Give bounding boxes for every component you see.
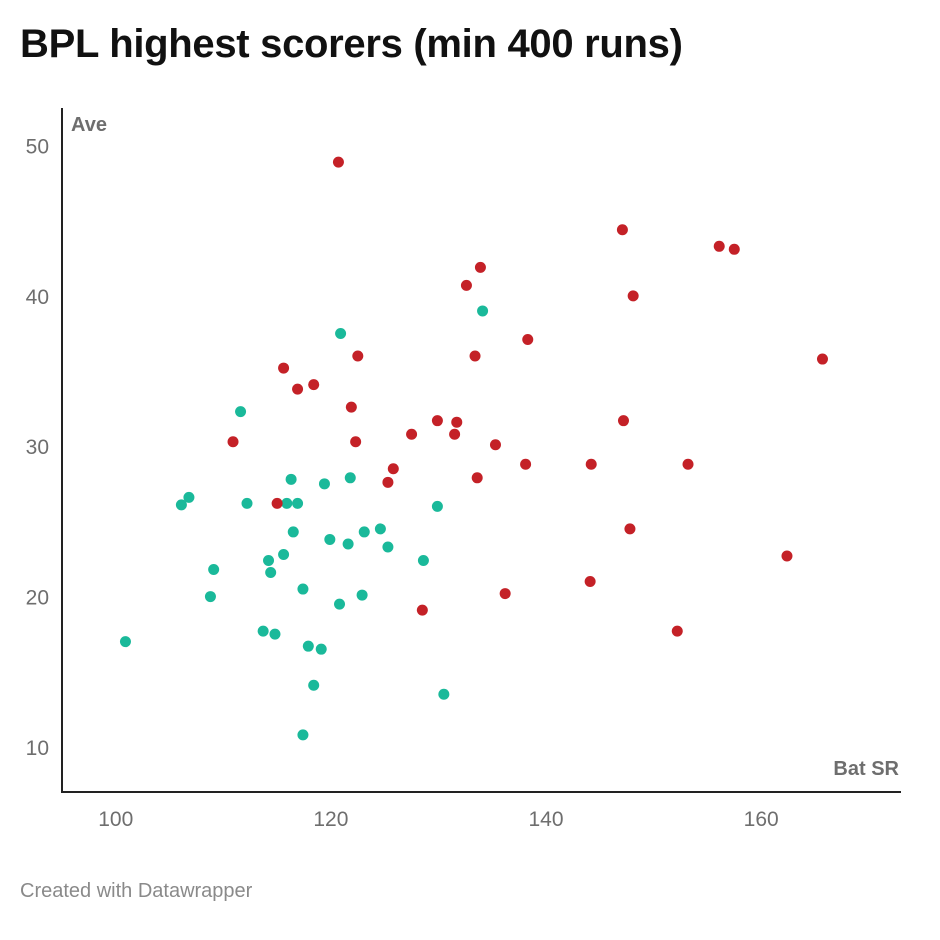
y-tick-label: 50: [26, 136, 49, 159]
scatter-point-red: [713, 240, 725, 252]
x-tick-labels: 100 120 140 160: [98, 808, 778, 831]
scatter-point-red: [469, 350, 481, 362]
x-axis-title: Bat SR: [833, 758, 899, 780]
scatter-point-teal: [263, 554, 275, 566]
scatter-point-red: [584, 576, 596, 588]
scatter-point-teal: [119, 636, 131, 648]
scatter-point-teal: [175, 499, 187, 511]
scatter-point-red: [345, 401, 357, 413]
scatter-point-red: [271, 497, 283, 509]
scatter-point-red: [292, 383, 304, 395]
scatter-point-red: [449, 428, 461, 440]
scatter-point-red: [728, 243, 740, 255]
scatter-point-teal: [183, 491, 195, 503]
scatter-point-red: [227, 436, 239, 448]
x-tick-label: 140: [529, 808, 564, 831]
y-tick-labels: 10 20 30 40 50: [26, 136, 49, 760]
scatter-chart: 100 120 140 160 10 20 30 40 50 Ave Bat SR: [26, 108, 901, 831]
scatter-point-teal: [235, 406, 247, 418]
scatter-point-red: [585, 458, 597, 470]
scatter-point-teal: [241, 497, 253, 509]
scatter-point-red: [352, 350, 364, 362]
scatter-point-teal: [358, 526, 370, 538]
scatter-point-red: [471, 472, 483, 484]
scatter-point-red: [816, 353, 828, 365]
credit-text: Created with Datawrapper: [20, 880, 253, 902]
scatter-point-red: [617, 415, 629, 427]
scatter-point-teal: [285, 473, 297, 485]
scatter-point-teal: [342, 538, 354, 550]
scatter-point-teal: [438, 688, 450, 700]
scatter-point-teal: [356, 589, 368, 601]
scatter-point-teal: [308, 679, 320, 691]
y-tick-label: 40: [26, 286, 49, 309]
scatter-point-teal: [315, 643, 327, 655]
scatter-point-teal: [297, 729, 309, 741]
x-tick-label: 100: [98, 808, 133, 831]
scatter-point-red: [416, 604, 428, 616]
scatter-point-teal: [281, 497, 293, 509]
scatter-point-red: [489, 439, 501, 451]
scatter-point-red: [387, 463, 399, 475]
scatter-point-red: [627, 290, 639, 302]
x-tick-label: 160: [744, 808, 779, 831]
y-tick-label: 20: [26, 587, 49, 610]
scatter-point-teal: [297, 583, 309, 595]
scatter-point-red: [350, 436, 362, 448]
scatter-point-teal: [382, 541, 394, 553]
y-axis-title: Ave: [71, 114, 107, 136]
scatter-point-red: [624, 523, 636, 535]
scatter-point-teal: [278, 548, 290, 560]
scatter-point-red: [431, 415, 443, 427]
scatter-point-red: [460, 279, 472, 291]
scatter-point-red: [520, 458, 532, 470]
scatter-point-red: [278, 362, 290, 374]
scatter-point-red: [671, 625, 683, 637]
scatter-point-teal: [324, 533, 336, 545]
scatter-point-teal: [204, 591, 216, 603]
scatter-point-teal: [269, 628, 281, 640]
scatter-point-red: [616, 224, 628, 236]
scatter-point-red: [474, 261, 486, 273]
scatter-point-red: [332, 156, 344, 168]
scatter-point-teal: [374, 523, 386, 535]
scatter-point-teal: [318, 478, 330, 490]
scatter-point-teal: [431, 500, 443, 512]
scatter-point-red: [781, 550, 793, 562]
scatter-point-red: [451, 416, 463, 428]
scatter-point-teal: [302, 640, 314, 652]
scatter-point-red: [308, 379, 320, 391]
data-points: [119, 156, 828, 741]
scatter-point-teal: [265, 567, 277, 579]
chart-title: BPL highest scorers (min 400 runs): [20, 22, 683, 66]
y-tick-label: 30: [26, 436, 49, 459]
scatter-point-teal: [257, 625, 269, 637]
scatter-point-red: [522, 334, 534, 346]
y-tick-label: 10: [26, 737, 49, 760]
scatter-point-teal: [344, 472, 356, 484]
scatter-point-teal: [477, 305, 489, 317]
scatter-point-teal: [292, 497, 304, 509]
scatter-point-teal: [417, 554, 429, 566]
scatter-point-red: [682, 458, 694, 470]
scatter-point-teal: [335, 327, 347, 339]
scatter-point-red: [382, 476, 394, 488]
x-tick-label: 120: [313, 808, 348, 831]
scatter-point-teal: [287, 526, 299, 538]
scatter-point-teal: [208, 564, 220, 576]
scatter-point-red: [499, 588, 511, 600]
scatter-point-teal: [334, 598, 346, 610]
scatter-point-red: [406, 428, 418, 440]
